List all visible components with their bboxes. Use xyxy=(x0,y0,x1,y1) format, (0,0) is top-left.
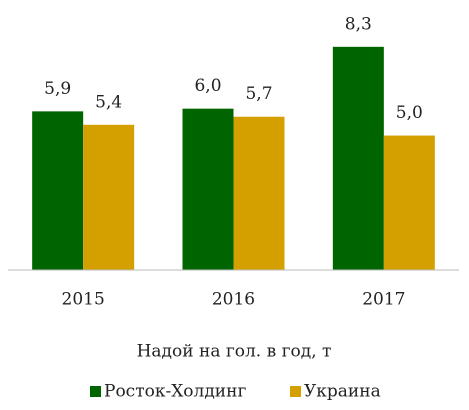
x-tick-label: 2016 xyxy=(212,290,255,310)
x-tick-label: 2015 xyxy=(62,290,105,310)
bar xyxy=(233,116,285,270)
x-axis-label: Надой на гол. в год, т xyxy=(137,342,332,362)
bar xyxy=(83,124,135,270)
bar xyxy=(32,111,84,270)
bar xyxy=(182,108,234,271)
value-label: 8,3 xyxy=(345,14,372,34)
legend-swatch xyxy=(90,386,101,397)
bar xyxy=(332,46,384,271)
legend-label: Росток-Холдинг xyxy=(104,382,246,402)
legend-label: Украина xyxy=(304,382,381,402)
x-tick-label: 2017 xyxy=(362,290,405,310)
value-label: 5,7 xyxy=(245,84,272,104)
legend-swatch xyxy=(290,386,301,397)
value-label: 5,4 xyxy=(95,92,122,112)
value-label: 5,0 xyxy=(396,103,423,123)
value-label: 5,9 xyxy=(44,79,71,99)
bar xyxy=(383,135,435,270)
value-label: 6,0 xyxy=(194,76,221,96)
